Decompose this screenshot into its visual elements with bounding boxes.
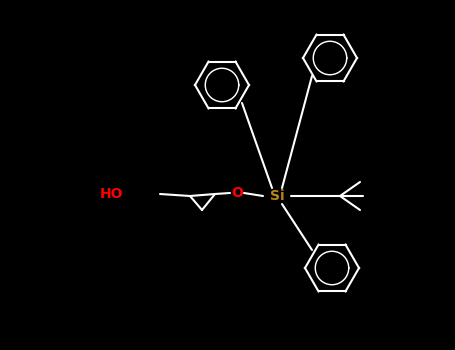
- Text: HO: HO: [100, 187, 123, 201]
- Text: O: O: [231, 186, 243, 200]
- Text: Si: Si: [270, 189, 284, 203]
